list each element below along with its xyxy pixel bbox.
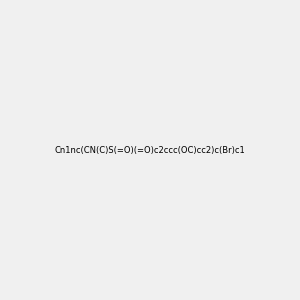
Text: Cn1nc(CN(C)S(=O)(=O)c2ccc(OC)cc2)c(Br)c1: Cn1nc(CN(C)S(=O)(=O)c2ccc(OC)cc2)c(Br)c1 [55,146,245,154]
